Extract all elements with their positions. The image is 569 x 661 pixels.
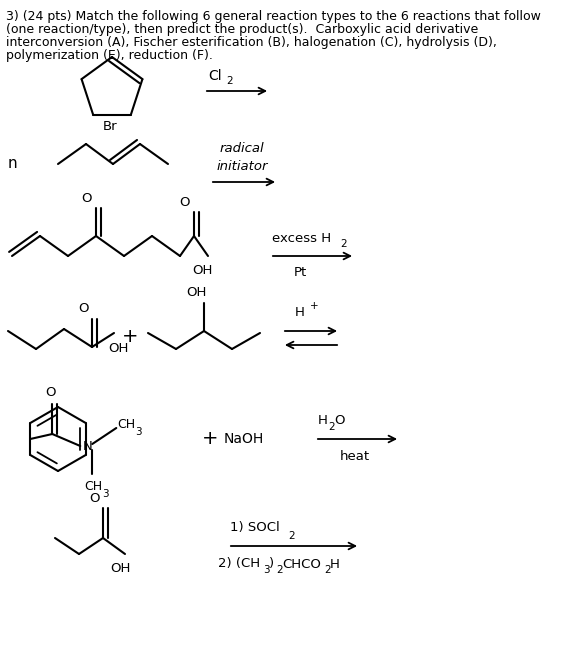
Text: CH: CH: [117, 418, 135, 430]
Text: O: O: [90, 492, 100, 504]
Text: Cl: Cl: [208, 69, 221, 83]
Text: polymerization (E), reduction (F).: polymerization (E), reduction (F).: [6, 49, 213, 62]
Text: CHCO: CHCO: [282, 557, 321, 570]
Text: excess H: excess H: [272, 231, 331, 245]
Text: O: O: [79, 303, 89, 315]
Text: 3: 3: [263, 565, 270, 575]
Text: O: O: [45, 385, 56, 399]
Text: 2: 2: [288, 531, 295, 541]
Text: 2: 2: [328, 422, 335, 432]
Text: N: N: [83, 440, 92, 453]
Text: H: H: [330, 557, 340, 570]
Text: +: +: [202, 430, 218, 449]
Text: 2) (CH: 2) (CH: [218, 557, 260, 570]
Text: ): ): [269, 557, 274, 570]
Text: 3: 3: [135, 427, 142, 437]
Text: OH: OH: [186, 286, 206, 299]
Text: OH: OH: [110, 561, 130, 574]
Text: OH: OH: [108, 342, 129, 356]
Text: heat: heat: [340, 451, 370, 463]
Text: H: H: [295, 307, 305, 319]
Text: Pt: Pt: [294, 266, 307, 278]
Text: radical: radical: [220, 143, 265, 155]
Text: 2: 2: [340, 239, 347, 249]
Text: interconversion (A), Fischer esterification (B), halogenation (C), hydrolysis (D: interconversion (A), Fischer esterificat…: [6, 36, 497, 49]
Text: 3: 3: [102, 489, 109, 499]
Text: 3) (24 pts) Match the following 6 general reaction types to the 6 reactions that: 3) (24 pts) Match the following 6 genera…: [6, 10, 541, 23]
Text: n: n: [8, 157, 18, 171]
Text: +: +: [122, 327, 138, 346]
Text: Br: Br: [102, 120, 117, 132]
Text: 2: 2: [324, 565, 331, 575]
Text: CH: CH: [84, 479, 102, 492]
Text: NaOH: NaOH: [224, 432, 264, 446]
Text: 2: 2: [276, 565, 283, 575]
Text: OH: OH: [192, 264, 212, 278]
Text: H: H: [318, 414, 328, 428]
Text: initiator: initiator: [216, 159, 268, 173]
Text: +: +: [310, 301, 319, 311]
Text: O: O: [180, 196, 190, 208]
Text: 2: 2: [226, 76, 233, 86]
Text: O: O: [334, 414, 344, 428]
Text: (one reaction/type), then predict the product(s).  Carboxylic acid derivative: (one reaction/type), then predict the pr…: [6, 23, 479, 36]
Text: O: O: [82, 192, 92, 204]
Text: 1) SOCl: 1) SOCl: [230, 522, 280, 535]
